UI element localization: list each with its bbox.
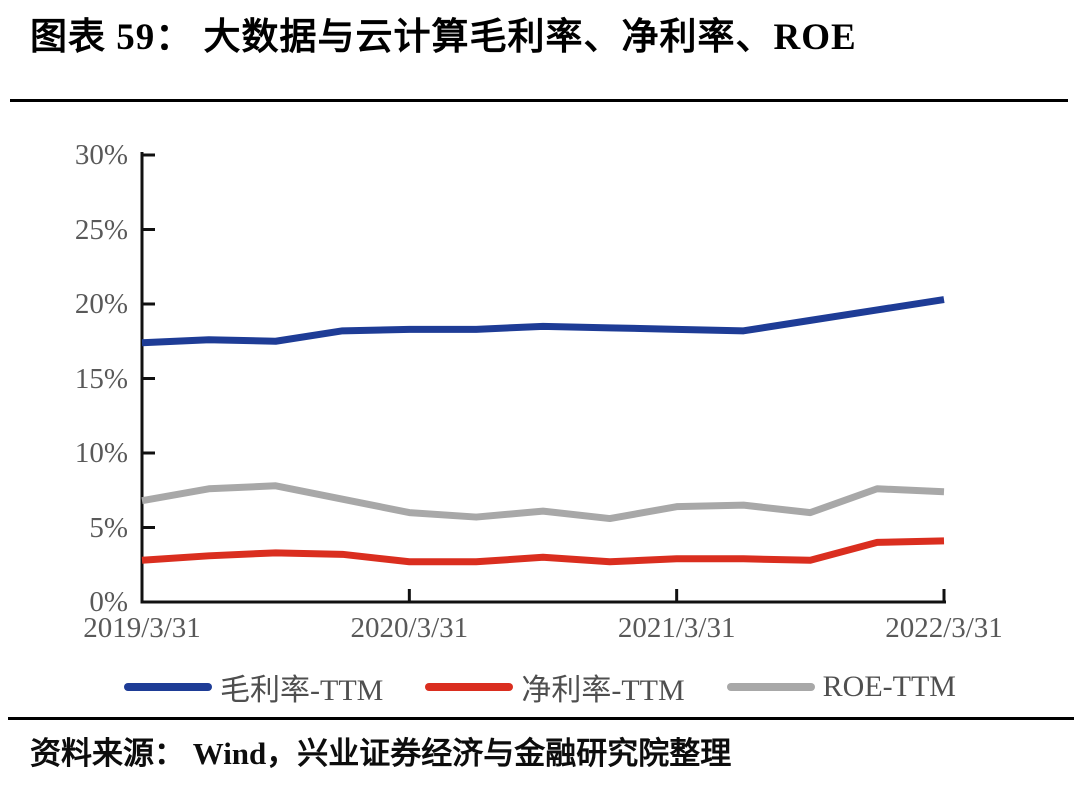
- y-tick-label: 20%: [74, 288, 128, 320]
- legend-label: ROE-TTM: [822, 670, 956, 703]
- legend-item-2: ROE-TTM: [726, 670, 956, 704]
- series-line-2: [141, 482, 945, 523]
- y-tick-label: 5%: [89, 511, 128, 544]
- legend-item-1: 净利率-TTM: [425, 665, 685, 709]
- y-tick-label: 10%: [74, 437, 128, 469]
- figure-title: 图表 59： 大数据与云计算毛利率、净利率、ROE: [30, 17, 857, 58]
- x-tick-label: 2022/3/31: [885, 612, 1003, 644]
- legend-swatch-icon: [425, 683, 514, 691]
- y-tick-label: 15%: [74, 362, 128, 395]
- legend-item-0: 毛利率-TTM: [124, 665, 383, 709]
- x-tick-label: 2020/3/31: [350, 612, 469, 644]
- series-line-1: [141, 537, 945, 566]
- x-tick-label: 2021/3/31: [617, 612, 736, 644]
- legend-swatch-icon: [124, 683, 212, 691]
- y-tick-label: 0%: [89, 586, 128, 618]
- y-tick-label: 25%: [74, 213, 128, 246]
- title-divider: [10, 99, 1068, 102]
- source-divider: [8, 717, 1074, 720]
- legend-label: 毛利率-TTM: [220, 674, 384, 707]
- source-note: 资料来源： Wind，兴业证券经济与金融研究院整理: [30, 736, 732, 771]
- series-line-0: [141, 296, 945, 347]
- x-tick-label: 2019/3/31: [83, 612, 201, 644]
- legend-swatch-icon: [726, 683, 815, 691]
- y-tick-label: 30%: [74, 139, 128, 171]
- legend-label: 净利率-TTM: [521, 674, 685, 707]
- chart-legend: 毛利率-TTM 净利率-TTM ROE-TTM: [0, 664, 1080, 710]
